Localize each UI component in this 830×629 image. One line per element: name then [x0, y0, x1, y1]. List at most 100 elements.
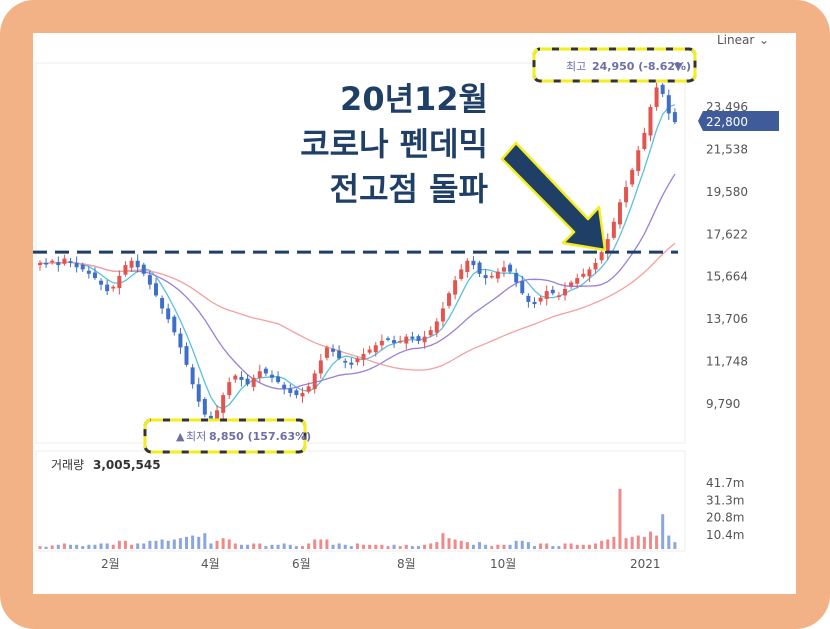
candle	[153, 278, 158, 298]
volume-bar	[496, 544, 500, 549]
volume-bar	[416, 546, 420, 549]
candle	[508, 262, 513, 275]
candle	[422, 330, 427, 349]
candle	[166, 303, 171, 324]
volume-bar	[337, 543, 341, 549]
candle	[80, 262, 85, 273]
volume-bar	[508, 544, 512, 549]
volume-bar	[655, 535, 659, 549]
volume-bar	[667, 535, 671, 549]
candle	[178, 327, 183, 354]
volume-bar	[423, 544, 427, 549]
candle	[38, 260, 42, 271]
volume-bar	[349, 546, 353, 549]
candle	[428, 326, 433, 338]
volume-bar	[142, 543, 146, 549]
candle	[642, 127, 647, 151]
volume-bar	[502, 544, 506, 549]
volume-label: 거래량	[51, 458, 84, 472]
candle	[123, 261, 128, 277]
volume-bar	[636, 535, 640, 549]
volume-tick-label: 31.3m	[706, 493, 744, 507]
candle	[569, 280, 574, 289]
volume-bar	[166, 540, 170, 549]
volume-bar	[203, 533, 207, 549]
candle	[495, 268, 500, 283]
volume-bar	[50, 545, 54, 549]
candle	[312, 370, 317, 394]
x-axis: 2월 4월 6월 8월 10월 2021	[101, 557, 661, 571]
volume-bar	[435, 542, 439, 549]
x-tick-label: 6월	[292, 557, 311, 571]
candle	[379, 334, 384, 351]
volume-bar	[600, 540, 604, 549]
candle	[538, 295, 543, 305]
volume-bar	[551, 546, 555, 549]
candle	[373, 342, 378, 357]
candle	[630, 167, 635, 188]
volume-bar	[75, 544, 79, 549]
price-tick-label: 17,622	[706, 227, 748, 241]
volume-bar	[429, 543, 433, 549]
volume-bar	[258, 543, 262, 549]
volume-bar	[191, 535, 195, 549]
candle	[318, 353, 323, 379]
candle	[434, 318, 439, 338]
volume-bar	[398, 546, 402, 549]
candle	[172, 314, 177, 336]
candle	[666, 89, 671, 120]
candle	[483, 269, 488, 285]
volume-axis: 41.7m 31.3m 20.8m 10.4m	[706, 476, 744, 542]
candle	[337, 345, 342, 361]
volume-bar	[172, 539, 176, 549]
x-tick-label: 2021	[630, 557, 661, 571]
volume-bar	[276, 544, 280, 549]
volume-bar	[221, 538, 225, 549]
volume-bar	[612, 536, 616, 549]
volume-bar	[587, 544, 591, 549]
candle	[196, 377, 201, 407]
volume-bar	[380, 544, 384, 549]
candle	[141, 262, 146, 277]
volume-bar	[99, 543, 103, 549]
candle	[617, 199, 622, 229]
volume-bar	[514, 540, 518, 549]
candle	[453, 275, 458, 300]
volume-bar	[69, 544, 73, 549]
volume-bar	[545, 543, 549, 549]
volume-bar	[215, 540, 219, 549]
volume-bar	[484, 544, 488, 549]
candle	[593, 258, 598, 274]
candle	[111, 285, 116, 292]
candle	[239, 371, 244, 387]
candle	[245, 374, 250, 387]
chevron-down-icon[interactable]: ⌄	[759, 33, 769, 47]
candle	[129, 257, 134, 273]
volume-bar	[130, 544, 134, 549]
volume-bar	[227, 539, 231, 549]
volume-bar	[93, 544, 97, 549]
candle	[447, 291, 452, 309]
volume-bar	[264, 546, 268, 549]
candle	[74, 256, 79, 273]
volume-bar	[520, 540, 524, 549]
scale-mode-toggle[interactable]: Linear	[717, 33, 754, 47]
volume-bar	[606, 539, 610, 549]
price-tick-label: 21,538	[706, 142, 748, 156]
current-price-tag: 22,800	[698, 111, 779, 131]
candle	[489, 272, 494, 279]
volume-bar	[532, 546, 536, 549]
moving-average-line	[39, 242, 676, 371]
low-value: 8,850 (157.63%)	[209, 430, 311, 443]
price-tick-label: 19,580	[706, 185, 748, 199]
candle	[410, 331, 415, 343]
candle	[398, 335, 403, 344]
candle	[477, 260, 482, 278]
candle	[190, 364, 195, 389]
candle	[282, 382, 287, 395]
volume-bar	[239, 544, 243, 549]
candle	[233, 373, 238, 383]
volume-bar	[478, 542, 482, 549]
volume-bar	[557, 546, 561, 549]
